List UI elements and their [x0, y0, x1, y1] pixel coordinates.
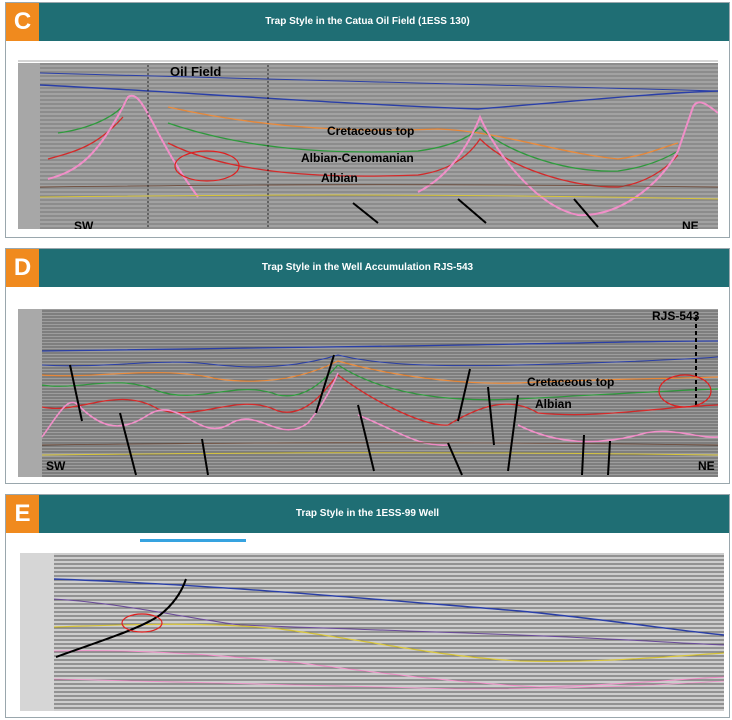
horizon-brown — [39, 184, 718, 188]
faults-d — [69, 354, 611, 476]
scale-bar — [140, 539, 246, 542]
horizon-purple — [53, 598, 724, 646]
seismic-section-d: RJS-543 Cretaceous top Albian SW NE — [18, 295, 718, 477]
label-albian: Albian — [321, 171, 358, 185]
label-cretaceous-top: Cretaceous top — [527, 375, 615, 389]
panel-d: Trap Style in the Well Accumulation RJS-… — [5, 248, 730, 484]
label-albian: Albian — [535, 397, 572, 411]
panel-d-badge: D — [6, 249, 39, 287]
label-oil-field: Oil Field — [170, 64, 222, 79]
horizon-blue — [39, 84, 718, 110]
horizon-yellow — [41, 452, 718, 456]
horizon-blue — [41, 340, 718, 352]
faults-c — [352, 198, 599, 228]
panel-d-title: Trap Style in the Well Accumulation RJS-… — [261, 262, 474, 273]
horizon-orange — [167, 106, 679, 160]
horizon-red — [41, 374, 718, 426]
panel-e-badge: E — [6, 495, 39, 533]
horizon-blue-2 — [39, 72, 718, 92]
label-albian-cenomanian: Albian-Cenomanian — [301, 151, 414, 165]
horizon-pink — [47, 94, 718, 217]
panel-c: Trap Style in the Catua Oil Field (1ESS … — [5, 2, 730, 238]
horizon-blue-2 — [41, 354, 718, 368]
label-ne: NE — [698, 459, 715, 473]
horizon-orange — [41, 360, 718, 384]
depth-axis — [18, 63, 40, 229]
label-well: RJS-543 — [652, 309, 700, 323]
horizon-yellow — [39, 194, 718, 200]
seismic-section-c: Oil Field Cretaceous top Albian-Cenomani… — [18, 47, 718, 229]
oil-field-bounds — [147, 65, 269, 229]
trap-highlight-circle — [658, 374, 712, 408]
label-sw: SW — [46, 459, 66, 473]
seismic-background — [18, 47, 718, 229]
trap-highlight-circle — [174, 150, 240, 182]
label-cretaceous-top: Cretaceous top — [327, 124, 415, 138]
horizon-yellow — [53, 623, 724, 662]
panel-c-header: Trap Style in the Catua Oil Field (1ESS … — [6, 3, 729, 41]
trap-highlight-circle — [121, 613, 163, 633]
label-sw: SW — [74, 219, 94, 229]
panel-e-title: Trap Style in the 1ESS-99 Well — [295, 508, 440, 519]
horizon-green — [41, 364, 718, 401]
seismic-section-e — [20, 539, 724, 711]
panel-c-badge: C — [6, 3, 39, 41]
label-ne: NE — [682, 219, 699, 229]
panel-c-title: Trap Style in the Catua Oil Field (1ESS … — [265, 16, 470, 27]
panel-e-header: Trap Style in the 1ESS-99 Well E — [6, 495, 729, 533]
panel-d-header: Trap Style in the Well Accumulation RJS-… — [6, 249, 729, 287]
panel-e: Trap Style in the 1ESS-99 Well E — [5, 494, 730, 718]
horizon-brown — [41, 442, 718, 446]
horizon-pink — [53, 650, 724, 688]
